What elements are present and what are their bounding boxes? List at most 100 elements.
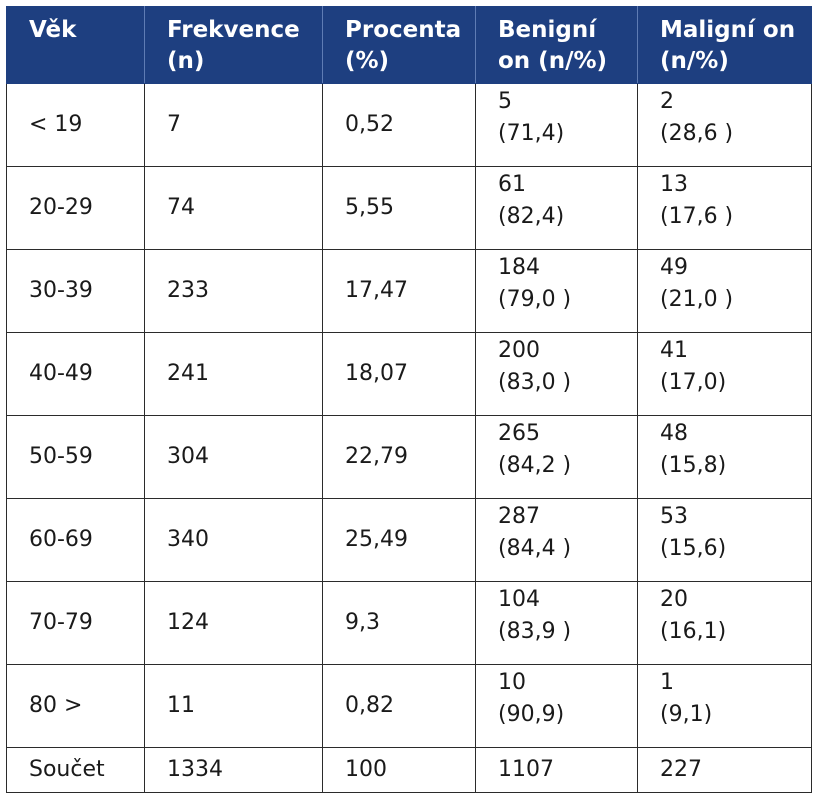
cell-malignant-percent: (16,1) [660,619,727,644]
header-malignant: Maligní on (n/%) [637,6,812,84]
cell-frequency: 241 [144,332,323,416]
cell-benign: 104 (83,9 ) [475,581,638,665]
table-row: 70-79 124 9,3 104 (83,9 ) 20 (16,1) [6,581,812,665]
table-row: 30-39 233 17,47 184 (79,0 ) 49 (21,0 ) [6,249,812,333]
cell-percent: 5,55 [322,166,476,250]
cell-malignant-percent: (15,6) [660,536,727,561]
header-age: Věk [6,6,145,84]
cell-malignant: 1 (9,1) [637,664,812,748]
cell-benign: 287 (84,4 ) [475,498,638,582]
cell-age: 80 > [6,664,145,748]
cell-benign: 61 (82,4) [475,166,638,250]
cell-frequency: 124 [144,581,323,665]
cell-malignant-count: 20 [660,587,688,612]
table-row: 20-29 74 5,55 61 (82,4) 13 (17,6 ) [6,166,812,250]
cell-benign-count: 265 [498,421,540,446]
cell-frequency: 74 [144,166,323,250]
cell-frequency: 233 [144,249,323,333]
cell-percent: 9,3 [322,581,476,665]
cell-malignant-percent: (17,6 ) [660,204,734,229]
cell-malignant: 49 (21,0 ) [637,249,812,333]
table-row: < 19 7 0,52 5 (71,4) 2 (28,6 ) [6,83,812,167]
cell-percent: 0,82 [322,664,476,748]
cell-benign-percent: (83,0 ) [498,370,572,395]
table-row: 60-69 340 25,49 287 (84,4 ) 53 (15,6) [6,498,812,582]
cell-benign: 200 (83,0 ) [475,332,638,416]
cell-benign: 265 (84,2 ) [475,415,638,499]
total-label: Součet [6,747,145,793]
total-malignant: 227 [637,747,812,793]
age-distribution-table-container: Věk Frekvence (n) Procenta (%) Benigní o… [6,6,812,793]
table-row: 40-49 241 18,07 200 (83,0 ) 41 (17,0) [6,332,812,416]
cell-percent: 18,07 [322,332,476,416]
header-frequency: Frekvence (n) [144,6,323,84]
cell-malignant: 48 (15,8) [637,415,812,499]
cell-frequency: 11 [144,664,323,748]
cell-benign-count: 104 [498,587,540,612]
cell-malignant-percent: (9,1) [660,702,713,727]
cell-malignant-percent: (17,0) [660,370,727,395]
cell-frequency: 304 [144,415,323,499]
cell-age: 50-59 [6,415,145,499]
cell-malignant: 20 (16,1) [637,581,812,665]
header-benign-line-1: Benigní [498,17,597,43]
cell-malignant-count: 1 [660,670,674,695]
header-age-line-1: Věk [29,17,77,43]
cell-malignant-count: 49 [660,255,688,280]
cell-malignant-count: 53 [660,504,688,529]
cell-benign-count: 5 [498,89,512,114]
cell-percent: 17,47 [322,249,476,333]
cell-benign-count: 200 [498,338,540,363]
header-malignant-line-1: Maligní on [660,17,796,43]
table-header: Věk Frekvence (n) Procenta (%) Benigní o… [6,6,812,84]
header-row: Věk Frekvence (n) Procenta (%) Benigní o… [6,6,812,84]
header-percent-line-1: Procenta [345,17,462,43]
cell-benign-percent: (71,4) [498,121,565,146]
header-malignant-line-2: (n/%) [660,48,729,74]
cell-malignant-percent: (28,6 ) [660,121,734,146]
cell-frequency: 340 [144,498,323,582]
cell-age: 20-29 [6,166,145,250]
cell-age: 70-79 [6,581,145,665]
cell-age: 30-39 [6,249,145,333]
cell-malignant-percent: (21,0 ) [660,287,734,312]
cell-malignant-percent: (15,8) [660,453,727,478]
header-benign: Benigní on (n/%) [475,6,638,84]
header-frequency-line-2: (n) [167,48,205,74]
table-row: 80 >11 0,82 10 (90,9) 1 (9,1) [6,664,812,748]
cell-benign-count: 184 [498,255,540,280]
cell-malignant-count: 13 [660,172,688,197]
cell-malignant: 41 (17,0) [637,332,812,416]
cell-malignant: 53 (15,6) [637,498,812,582]
cell-benign-count: 61 [498,172,526,197]
cell-age: 40-49 [6,332,145,416]
cell-malignant: 13 (17,6 ) [637,166,812,250]
cell-percent: 22,79 [322,415,476,499]
header-percent: Procenta (%) [322,6,476,84]
header-benign-line-2: on (n/%) [498,48,608,74]
header-frequency-line-1: Frekvence [167,17,300,43]
cell-benign-count: 10 [498,670,526,695]
cell-age: 60-69 [6,498,145,582]
cell-age: < 19 [6,83,145,167]
cell-benign-count: 287 [498,504,540,529]
cell-benign-percent: (90,9) [498,702,565,727]
table-body: < 19 7 0,52 5 (71,4) 2 (28,6 ) 20-29 74 5,55 61 (82… [6,83,812,793]
total-percent: 100 [322,747,476,793]
table-row: 50-59 304 22,79 265 (84,2 ) 48 (15,8) [6,415,812,499]
header-percent-line-2: (%) [345,48,390,74]
cell-benign-percent: (83,9 ) [498,619,572,644]
cell-benign-percent: (84,4 ) [498,536,572,561]
cell-benign-percent: (82,4) [498,204,565,229]
cell-frequency: 7 [144,83,323,167]
cell-percent: 0,52 [322,83,476,167]
cell-malignant-count: 41 [660,338,688,363]
total-row: Součet 1334 100 1107 227 [6,747,812,793]
cell-benign: 10 (90,9) [475,664,638,748]
cell-benign: 184 (79,0 ) [475,249,638,333]
cell-percent: 25,49 [322,498,476,582]
cell-malignant-count: 48 [660,421,688,446]
cell-benign-percent: (79,0 ) [498,287,572,312]
age-distribution-table: Věk Frekvence (n) Procenta (%) Benigní o… [6,6,812,793]
cell-malignant-count: 2 [660,89,674,114]
